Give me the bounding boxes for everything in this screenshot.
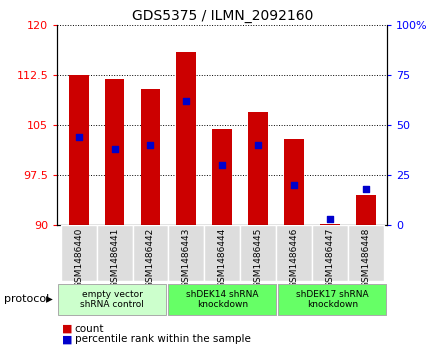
Bar — [320, 224, 340, 225]
FancyBboxPatch shape — [240, 225, 276, 281]
Text: shDEK14 shRNA
knockdown: shDEK14 shRNA knockdown — [186, 290, 258, 309]
Bar — [176, 52, 196, 225]
Text: empty vector
shRNA control: empty vector shRNA control — [80, 290, 144, 309]
Point — [147, 142, 154, 148]
Text: ■: ■ — [62, 323, 72, 334]
Text: GSM1486445: GSM1486445 — [253, 228, 263, 288]
Text: GSM1486442: GSM1486442 — [146, 228, 155, 288]
Point — [290, 182, 297, 188]
Point — [362, 186, 369, 192]
Text: GSM1486441: GSM1486441 — [110, 228, 119, 288]
Bar — [248, 112, 268, 225]
Point — [219, 162, 226, 168]
FancyBboxPatch shape — [204, 225, 240, 281]
FancyBboxPatch shape — [276, 225, 312, 281]
Text: GSM1486446: GSM1486446 — [290, 228, 298, 288]
Bar — [284, 139, 304, 225]
Point — [326, 216, 334, 222]
Text: GSM1486444: GSM1486444 — [218, 228, 227, 288]
FancyBboxPatch shape — [169, 225, 204, 281]
Point — [183, 98, 190, 104]
FancyBboxPatch shape — [97, 225, 132, 281]
FancyBboxPatch shape — [58, 285, 166, 314]
Text: GSM1486443: GSM1486443 — [182, 228, 191, 288]
FancyBboxPatch shape — [278, 285, 386, 314]
Bar — [213, 129, 232, 225]
Point — [255, 142, 262, 148]
Bar — [69, 75, 88, 225]
Title: GDS5375 / ILMN_2092160: GDS5375 / ILMN_2092160 — [132, 9, 313, 23]
Text: shDEK17 shRNA
knockdown: shDEK17 shRNA knockdown — [296, 290, 369, 309]
Point — [111, 146, 118, 152]
Text: GSM1486448: GSM1486448 — [361, 228, 370, 288]
Bar — [141, 89, 160, 225]
Text: count: count — [75, 323, 104, 334]
Point — [75, 134, 82, 140]
Text: percentile rank within the sample: percentile rank within the sample — [75, 334, 251, 344]
FancyBboxPatch shape — [132, 225, 169, 281]
FancyBboxPatch shape — [348, 225, 384, 281]
Text: GSM1486440: GSM1486440 — [74, 228, 83, 288]
FancyBboxPatch shape — [168, 285, 276, 314]
Bar — [105, 79, 125, 225]
Text: ■: ■ — [62, 334, 72, 344]
Bar — [356, 195, 376, 225]
FancyBboxPatch shape — [61, 225, 97, 281]
FancyBboxPatch shape — [312, 225, 348, 281]
Text: protocol: protocol — [4, 294, 50, 305]
Text: GSM1486447: GSM1486447 — [325, 228, 334, 288]
